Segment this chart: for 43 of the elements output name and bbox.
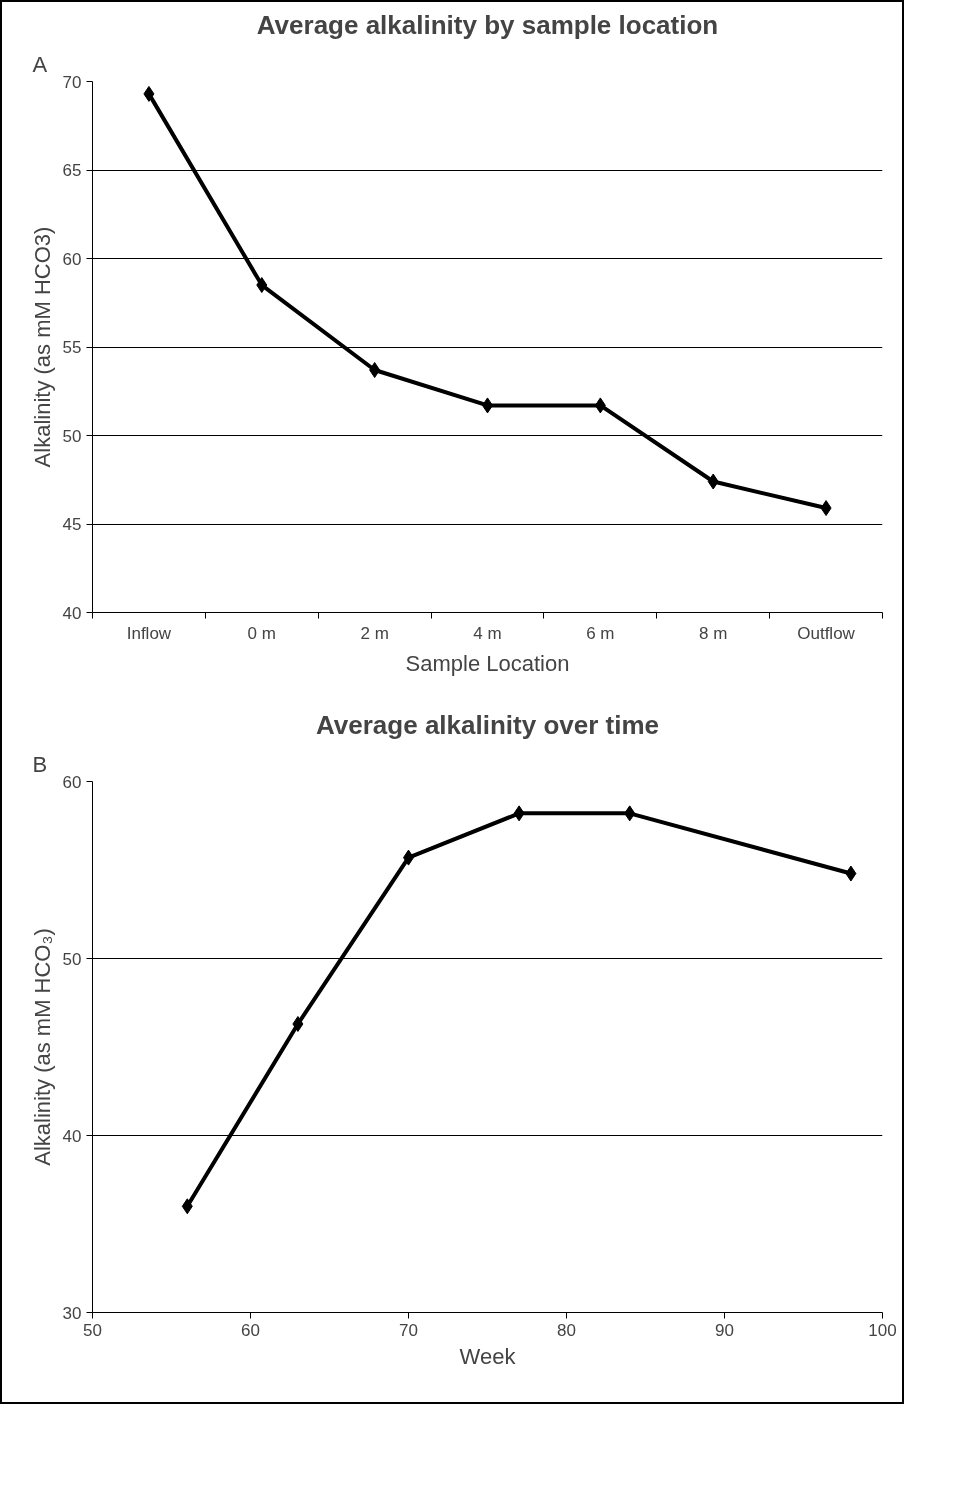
y-tick-label: 50 [62, 426, 82, 446]
x-tick-label: 8 m [699, 623, 728, 643]
x-tick-label: 60 [241, 1320, 260, 1340]
point [820, 500, 832, 517]
y-tick-label: 40 [62, 1126, 82, 1146]
x-axis-title: Sample Location [405, 650, 570, 676]
y-tick-label: 45 [62, 515, 82, 534]
text: B [32, 751, 48, 777]
y-tick-label: 30 [62, 1303, 82, 1323]
x-tick-label: 4 m [473, 623, 502, 643]
y-tick-label: 65 [62, 161, 82, 180]
point [707, 473, 719, 490]
point [594, 397, 606, 414]
x-axis-title: Week [459, 1343, 517, 1369]
point [256, 277, 268, 294]
point [513, 805, 525, 822]
x-tick-label: 100 [868, 1320, 897, 1340]
x-tick-label: Inflow [126, 623, 172, 643]
x-tick-label: 70 [399, 1320, 418, 1340]
x-tick-label: 6 m [586, 623, 615, 643]
x-tick-label: 0 m [247, 623, 276, 643]
y-axis-title: Alkalinity (as mM HCO₃) [29, 928, 55, 1166]
chart-title: Average alkalinity over time [316, 709, 659, 740]
y-axis-title: Alkalinity (as mM HCO3) [29, 226, 55, 468]
point [181, 1198, 193, 1215]
point [624, 805, 636, 822]
y-tick-label: 40 [62, 603, 82, 623]
point [369, 362, 381, 379]
y-tick-label: 60 [62, 249, 82, 269]
point [143, 85, 155, 102]
x-tick-label: 2 m [360, 623, 389, 643]
point [845, 865, 857, 882]
point [292, 1015, 304, 1032]
y-tick-label: 60 [62, 772, 82, 792]
x-tick-label: 90 [715, 1320, 734, 1340]
x-tick-label: 50 [83, 1320, 102, 1340]
chart-title: Average alkalinity by sample location [256, 9, 719, 40]
x-tick-label: 80 [557, 1320, 576, 1340]
x-tick-label: Outflow [797, 623, 856, 643]
y-tick-label: 55 [62, 338, 82, 357]
text: A [32, 51, 48, 77]
y-tick-label: 70 [62, 72, 82, 92]
y-tick-label: 50 [62, 949, 82, 969]
